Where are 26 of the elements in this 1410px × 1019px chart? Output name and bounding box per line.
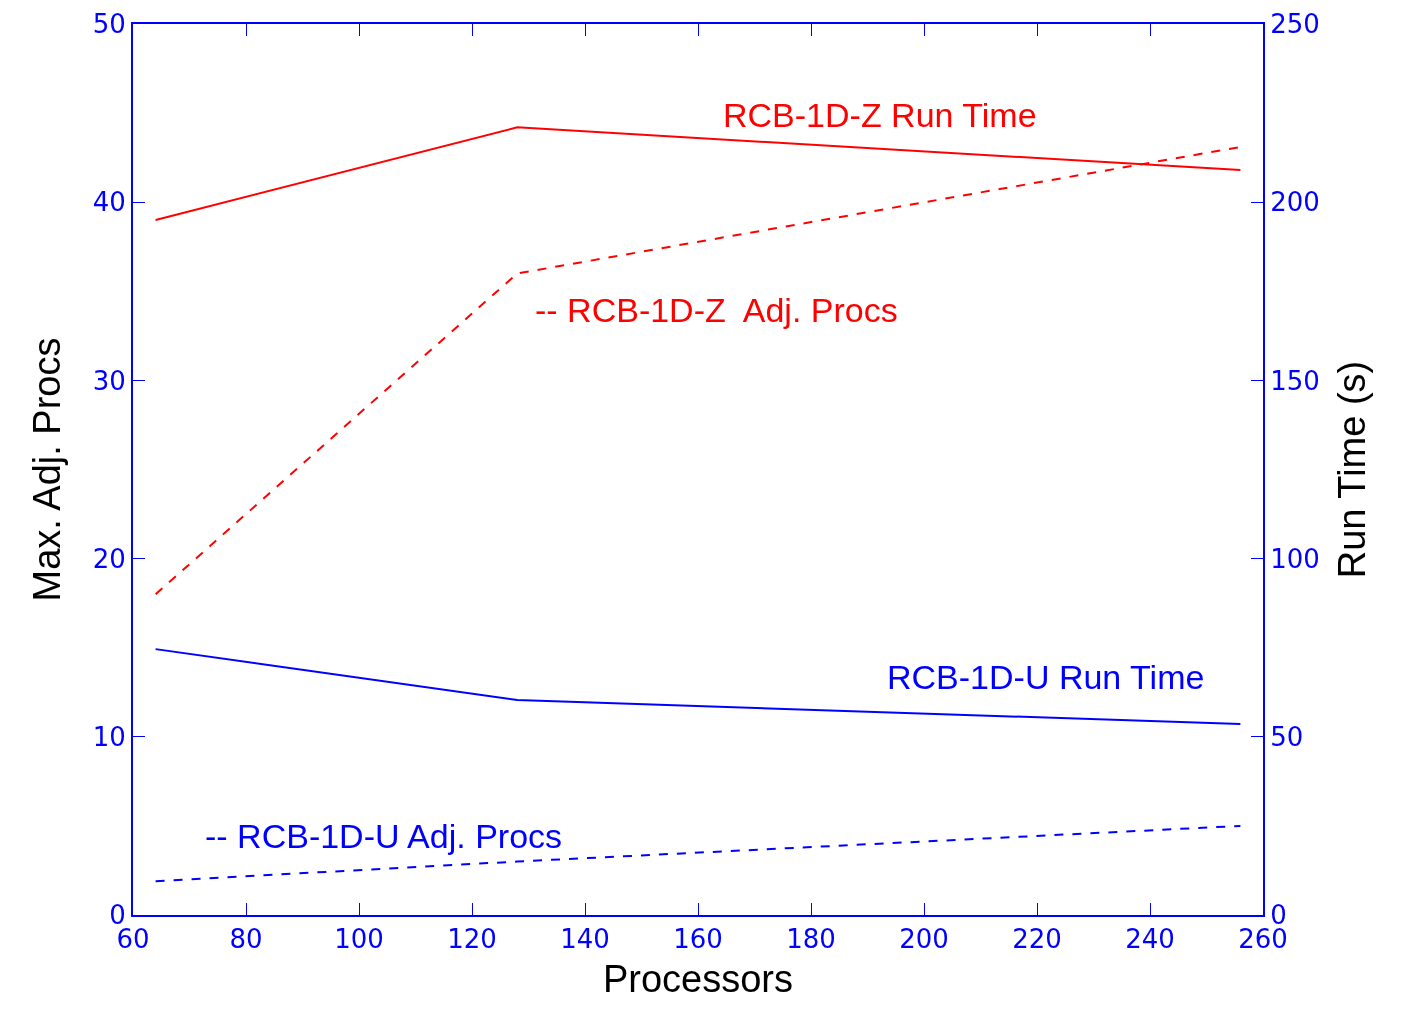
x-tick-label: 200 <box>899 924 949 955</box>
y2-tick-label: 100 <box>1270 543 1320 574</box>
y2-tick-label: 250 <box>1270 9 1320 40</box>
x-tick-label: 220 <box>1012 924 1062 955</box>
series-label: RCB-1D-Z Run Time <box>723 96 1037 134</box>
y2-tick-label: 150 <box>1270 365 1320 396</box>
x-tick-label: 240 <box>1125 924 1175 955</box>
series-label: RCB-1D-U Run Time <box>887 658 1205 696</box>
x-tick-label: 80 <box>229 924 263 955</box>
series-label: -- RCB-1D-U Adj. Procs <box>205 817 563 855</box>
y-tick-label: 50 <box>92 9 126 40</box>
y-tick-label: 40 <box>92 187 126 218</box>
x-tick-label: 100 <box>334 924 384 955</box>
x-tick-label: 180 <box>786 924 836 955</box>
y-tick-label: 20 <box>92 543 126 574</box>
y2-tick-label: 50 <box>1270 721 1304 752</box>
y2-axis-title: Run Time (s) <box>1331 360 1374 579</box>
x-tick-label: 140 <box>560 924 610 955</box>
x-tick-label: 120 <box>447 924 497 955</box>
y-axis-title: Max. Adj. Procs <box>26 337 69 602</box>
y2-tick-label: 200 <box>1270 187 1320 218</box>
x-tick-label: 160 <box>673 924 723 955</box>
x-axis-title: Processors <box>602 957 794 1000</box>
series-label: -- RCB-1D-Z Adj. Procs <box>535 291 898 329</box>
y-tick-label: 10 <box>92 721 126 752</box>
y-tick-label: 30 <box>92 365 126 396</box>
